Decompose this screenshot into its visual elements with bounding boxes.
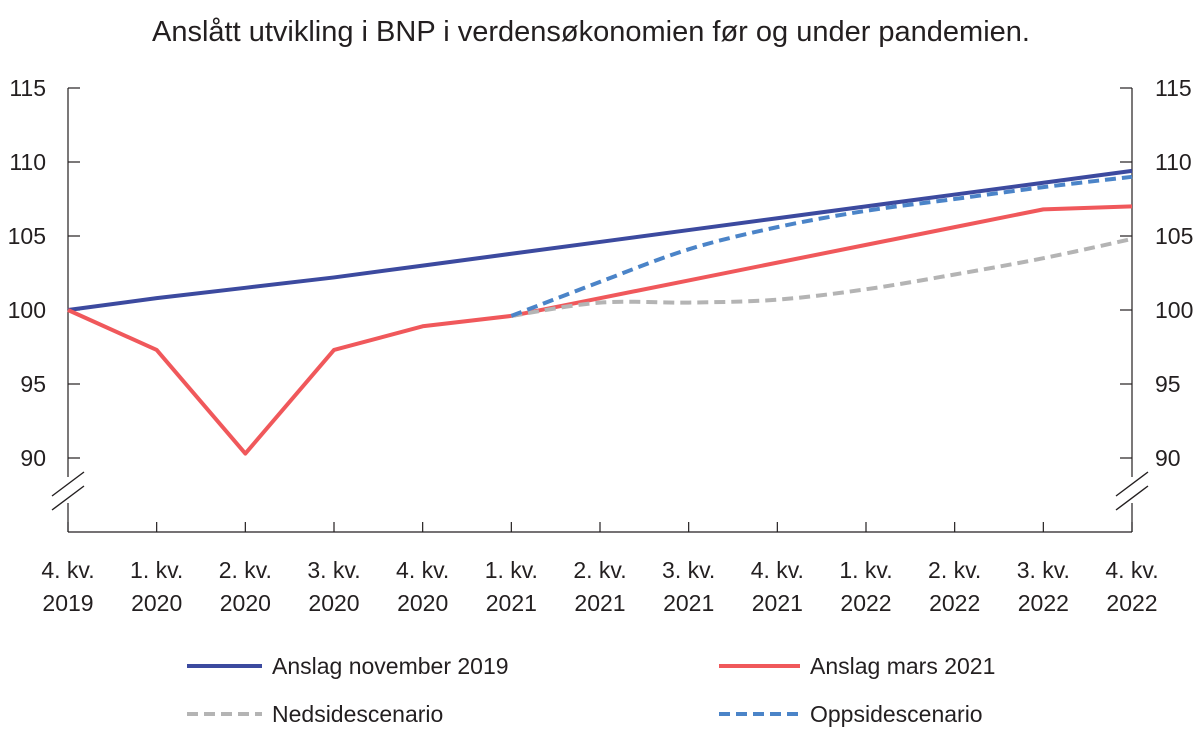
x-tick-label: 3. kv. 2020 bbox=[307, 557, 360, 616]
legend-label-2: Anslag mars 2021 bbox=[810, 653, 995, 679]
y-tick-label-left: 115 bbox=[9, 75, 46, 101]
x-tick-label: 3. kv. 2021 bbox=[662, 557, 715, 616]
series-line-4 bbox=[510, 174, 1133, 318]
y-tick-label-right: 100 bbox=[1155, 297, 1193, 323]
y-tick-label-right: 105 bbox=[1155, 223, 1193, 249]
x-tick-label: 1. kv. 2021 bbox=[485, 557, 538, 616]
legend-label-1: Anslag november 2019 bbox=[272, 653, 509, 679]
series-line-2 bbox=[67, 204, 1133, 456]
x-tick-label: 3. kv. 2022 bbox=[1017, 557, 1070, 616]
legend-label-4: Oppsidescenario bbox=[810, 701, 983, 727]
x-tick-label: 1. kv. 2020 bbox=[130, 557, 183, 616]
legend: Anslag november 2019 Anslag mars 2021 Neds… bbox=[187, 653, 995, 727]
series-line-1 bbox=[67, 168, 1133, 312]
axis-break-mark bbox=[1115, 485, 1149, 511]
axis-break-mark bbox=[1115, 471, 1149, 497]
y-tick-label-left: 95 bbox=[20, 371, 46, 397]
y-tick-label-left: 90 bbox=[20, 445, 46, 471]
axes: 90 90 95 95 100 100 105 105 110 110 115 115 4. kv. 20… bbox=[8, 75, 1194, 616]
axis-break-mark bbox=[51, 471, 85, 497]
legend-label-3: Nedsidescenario bbox=[272, 701, 443, 727]
x-tick-label: 4. kv. 2021 bbox=[751, 557, 804, 616]
y-tick-label-right: 95 bbox=[1155, 371, 1181, 397]
series-line-3 bbox=[511, 237, 1133, 318]
x-tick-label: 4. kv. 2020 bbox=[396, 557, 449, 616]
axis-break-mark bbox=[51, 485, 85, 511]
x-tick-label: 4. kv. 2019 bbox=[41, 557, 94, 616]
x-tick-label: 2. kv. 2022 bbox=[928, 557, 981, 616]
x-tick-label: 2. kv. 2021 bbox=[573, 557, 626, 616]
x-tick-label: 2. kv. 2020 bbox=[219, 557, 272, 616]
chart-title: Anslått utvikling i BNP i verdensøkonomi… bbox=[152, 16, 1030, 48]
series-lines bbox=[67, 168, 1133, 456]
x-tick-label: 1. kv. 2022 bbox=[839, 557, 892, 616]
x-tick-label: 4. kv. 2022 bbox=[1105, 557, 1158, 616]
y-tick-label-right: 115 bbox=[1155, 75, 1192, 101]
y-tick-label-left: 105 bbox=[8, 223, 46, 249]
y-tick-label-right: 90 bbox=[1155, 445, 1181, 471]
y-tick-label-left: 110 bbox=[9, 149, 46, 175]
y-tick-label-left: 100 bbox=[8, 297, 46, 323]
y-tick-label-right: 110 bbox=[1155, 149, 1192, 175]
